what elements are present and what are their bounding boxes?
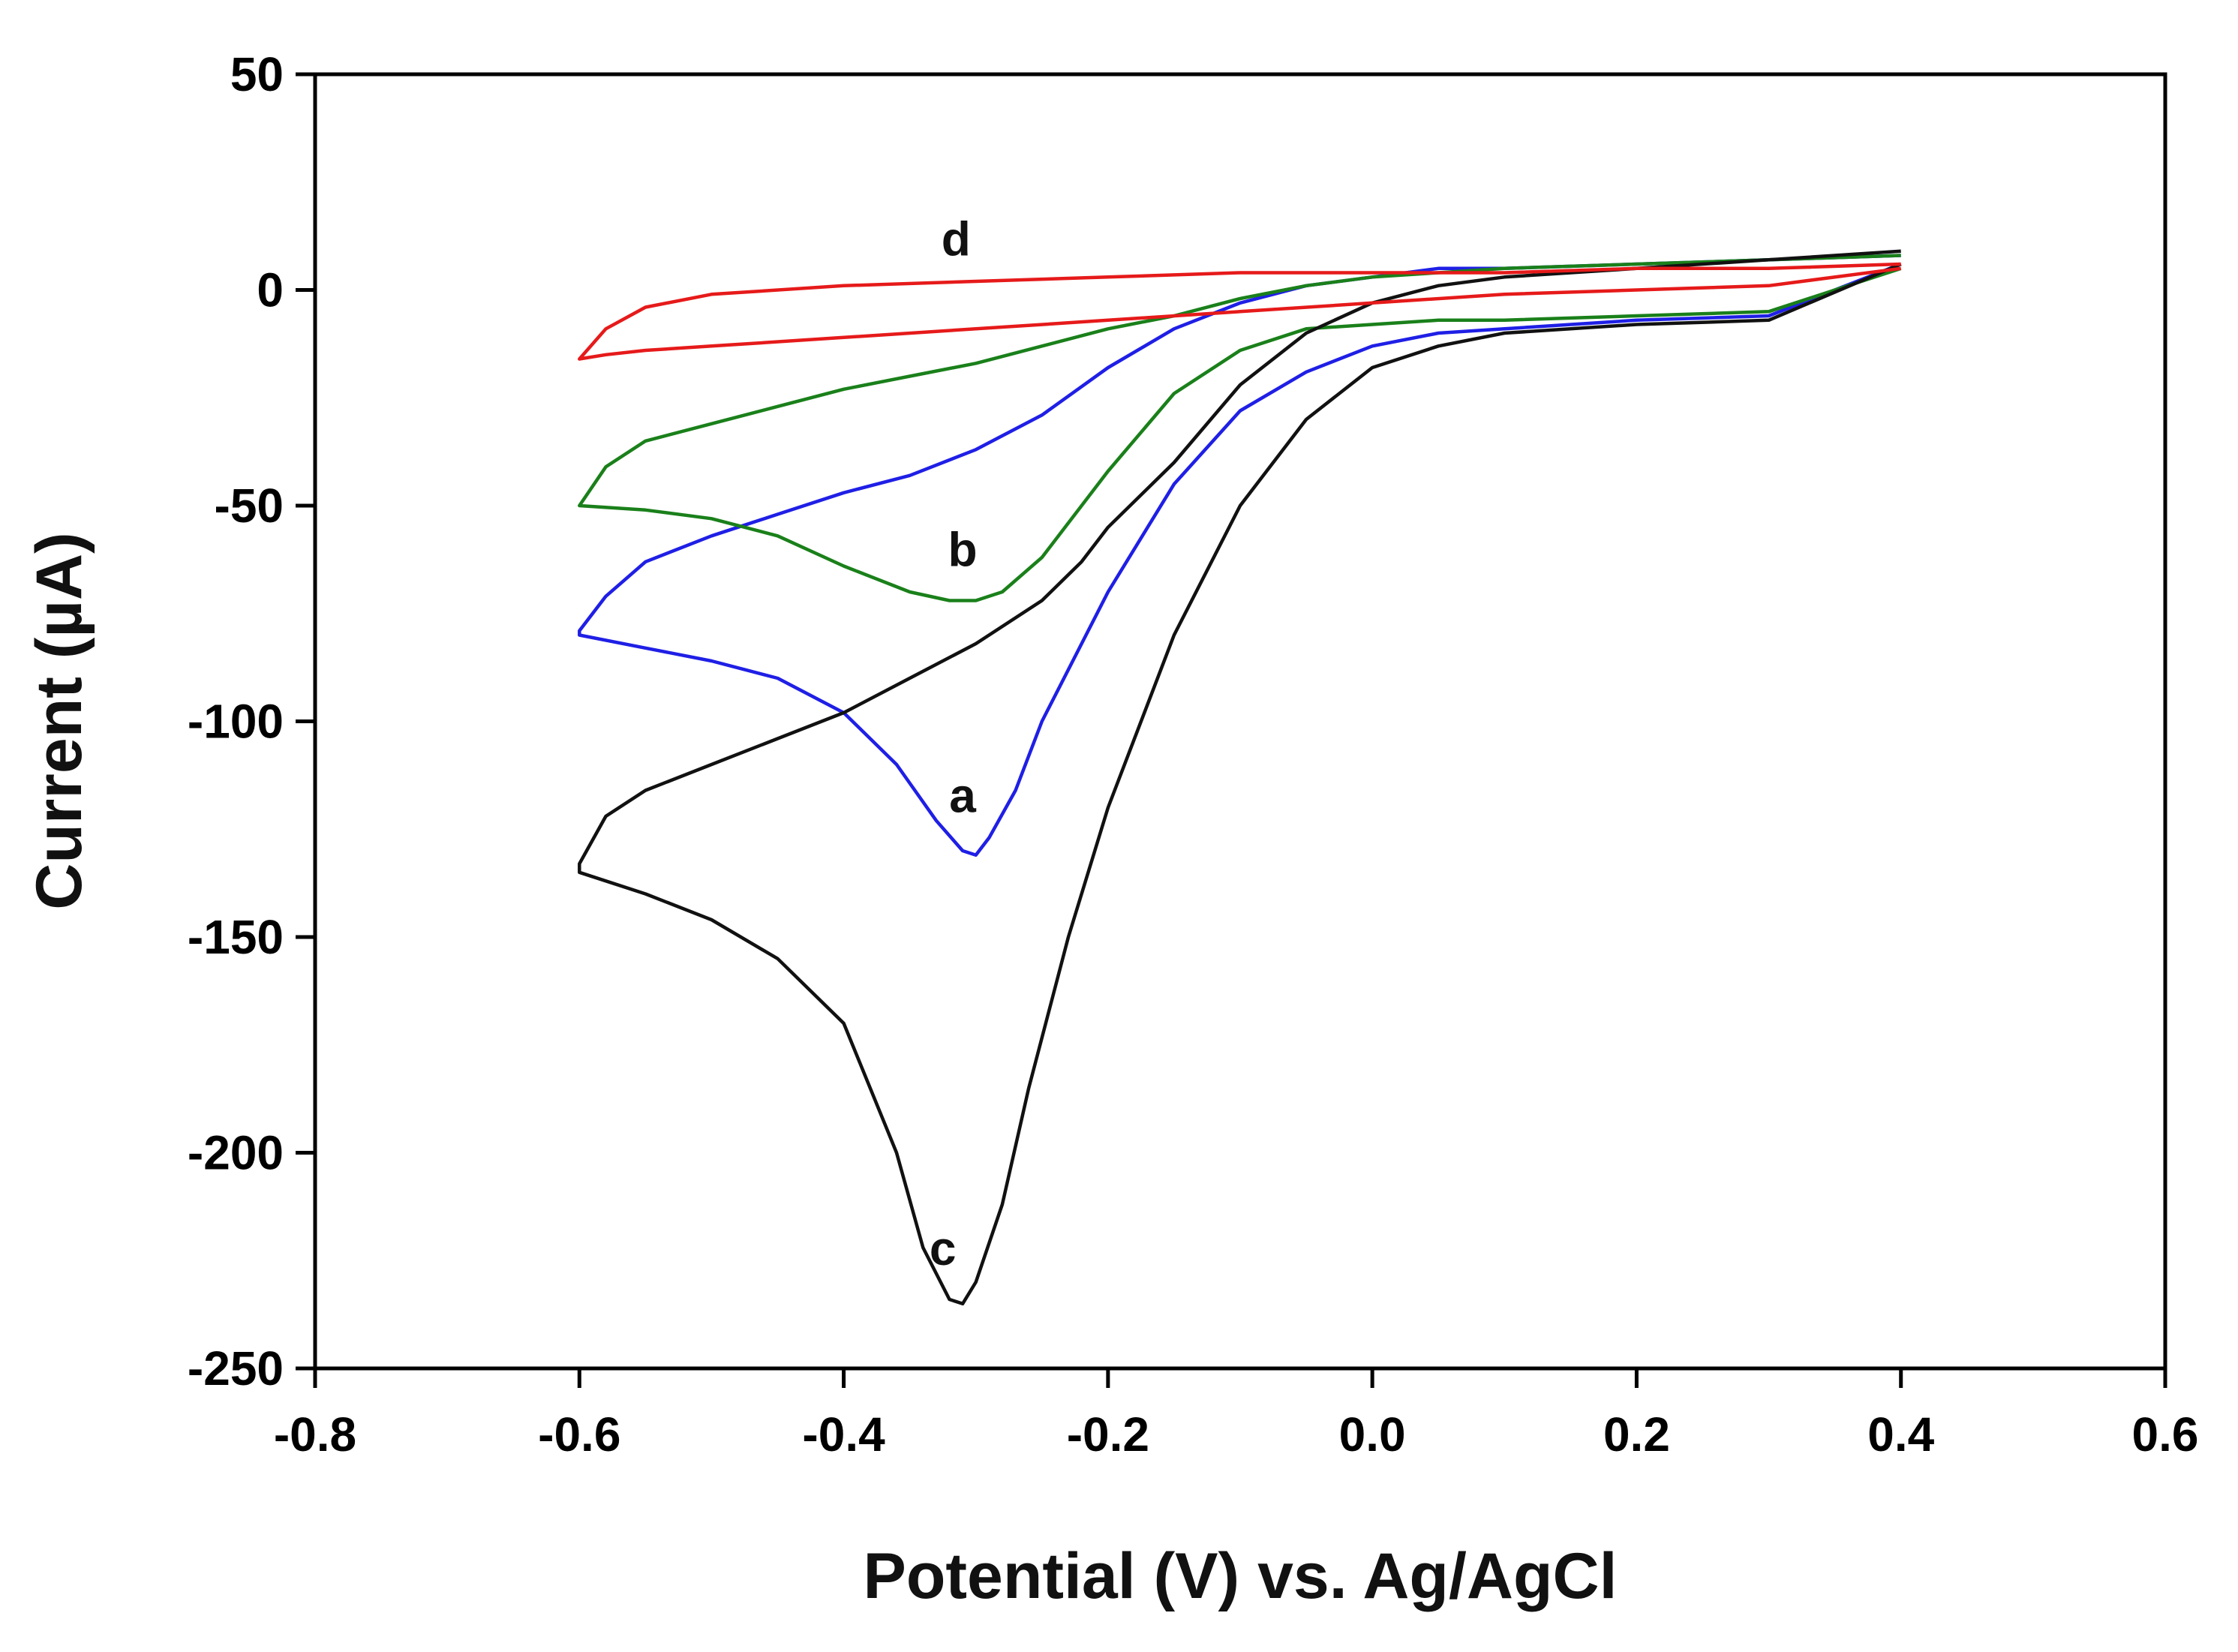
series-group: [578, 249, 1902, 1306]
series-line-c: [578, 249, 1902, 1306]
x-tick-label: 0.4: [1867, 1407, 1934, 1461]
curve-label-d: d: [942, 212, 971, 266]
x-axis-title: Potential (V) vs. Ag/AgCl: [864, 1540, 1618, 1612]
series-line-d: [578, 262, 1901, 361]
y-tick-label: -150: [188, 910, 284, 964]
y-tick-label: 50: [230, 47, 284, 101]
y-tick-label: -200: [188, 1126, 284, 1180]
x-tick-label: -0.4: [802, 1407, 885, 1461]
x-tick-label: 0.2: [1603, 1407, 1670, 1461]
x-tick-label: 0.6: [2132, 1407, 2199, 1461]
y-tick-label: -250: [188, 1341, 284, 1395]
x-tick-label: -0.6: [538, 1407, 620, 1461]
series-line-a: [578, 254, 1902, 858]
y-axis-title: Current (µA): [23, 532, 95, 909]
x-tick-label: -0.8: [274, 1407, 356, 1461]
y-tick-label: -100: [188, 695, 284, 749]
axis-ticks: -0.8 -0.6 -0.4 -0.2 0.0 0.2 0.4 0.6 50 0 -50 -100 -1…: [188, 47, 2199, 1461]
curve-label-a: a: [949, 768, 976, 822]
y-tick-label: -50: [215, 479, 284, 533]
curve-labels: a b c d: [930, 212, 978, 1276]
series-line-b: [578, 254, 1902, 602]
x-tick-label: -0.2: [1067, 1407, 1149, 1461]
curve-label-c: c: [930, 1221, 957, 1275]
y-tick-label: 0: [257, 263, 284, 317]
curve-label-b: b: [948, 523, 978, 577]
x-tick-label: 0.0: [1339, 1407, 1406, 1461]
